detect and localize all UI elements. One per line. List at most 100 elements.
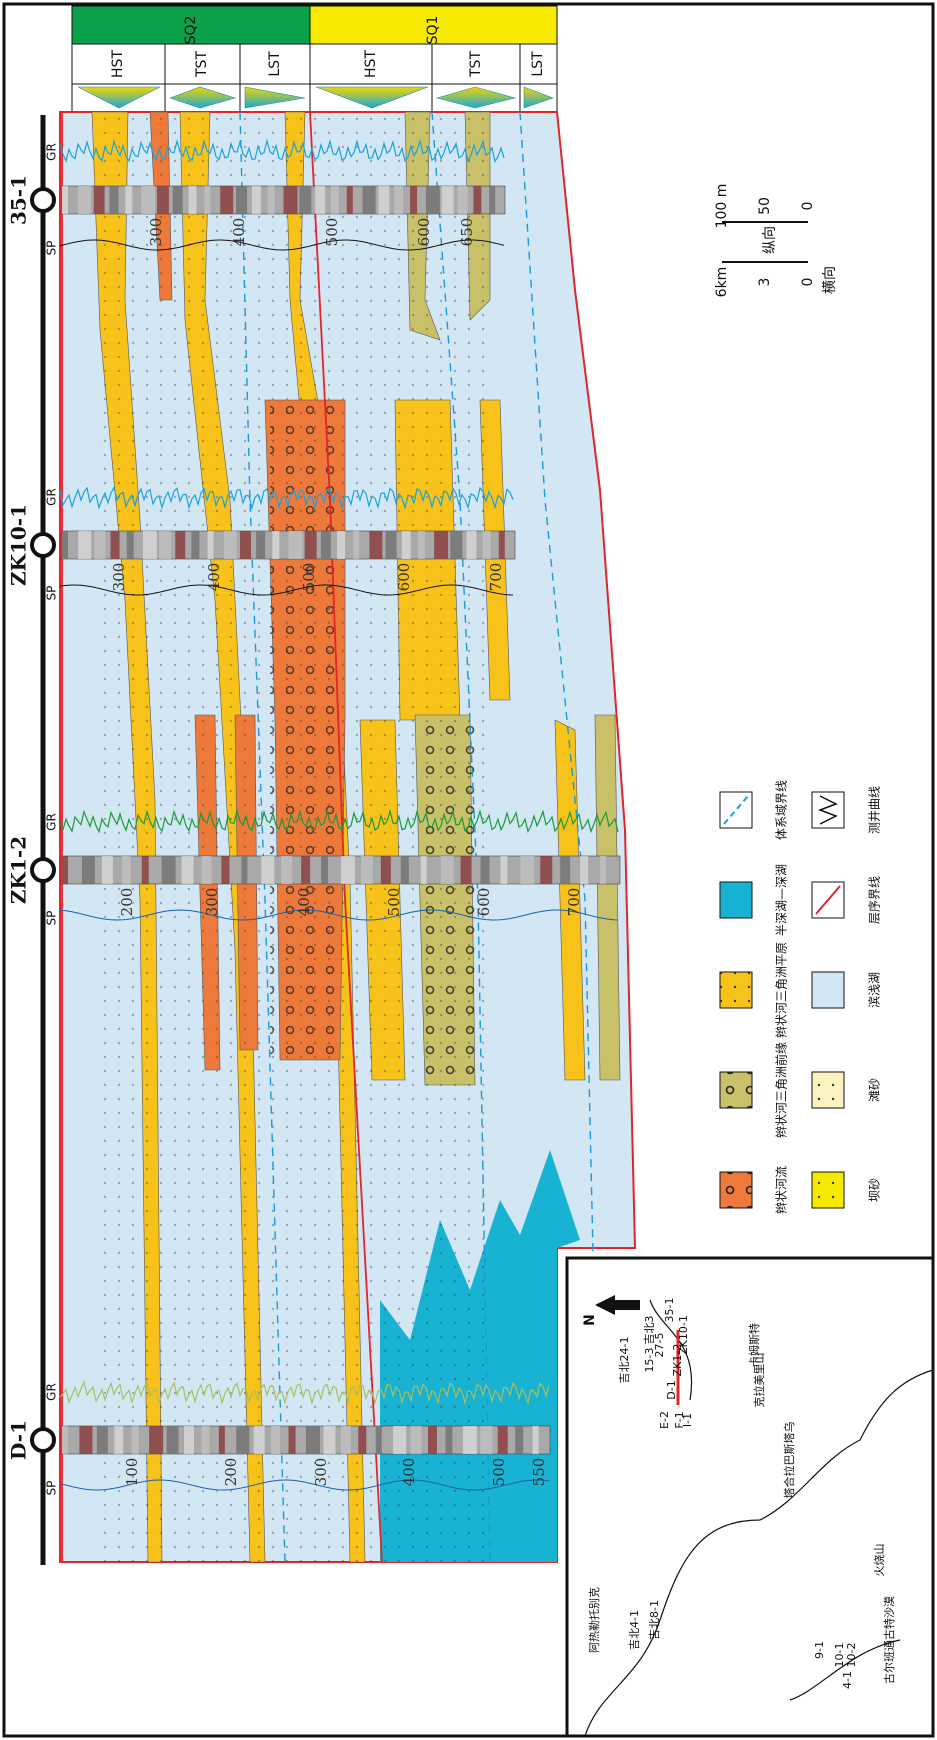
systems-tract-label: TST (194, 51, 210, 78)
lithology-bed (94, 186, 105, 214)
lithology-bed (386, 531, 397, 559)
lithology-bed (361, 856, 373, 884)
lithology-bed (82, 856, 95, 884)
lithology-bed (393, 1426, 406, 1454)
lithology-bed (141, 186, 155, 214)
lithology-bed (240, 531, 251, 559)
curve-label: SP (45, 586, 59, 601)
depth-label: 700 (565, 888, 583, 917)
well-name: D-1 (7, 1420, 31, 1460)
lithology-bed (221, 856, 229, 884)
depth-label: 500 (323, 218, 341, 247)
lithology-bed (418, 531, 425, 559)
lithology-bed (289, 531, 303, 559)
lithology-bed (353, 531, 359, 559)
lithology-bed (376, 1426, 382, 1454)
depth-label: 400 (400, 1458, 418, 1487)
lithology-bed (97, 1426, 108, 1454)
lithology-bed (306, 1426, 320, 1454)
lithology-bed (173, 186, 183, 214)
lithology-bed (157, 186, 169, 214)
lithology-bed (62, 531, 68, 559)
depth-label: 650 (458, 218, 476, 247)
lithology-bed (515, 1426, 523, 1454)
lithology-bed (204, 186, 210, 214)
lithology-bed (341, 1426, 351, 1454)
legend-swatch (812, 972, 844, 1008)
depth-label: 500 (490, 1458, 508, 1487)
legend-label: 坝砂 (868, 1178, 882, 1202)
legend-swatch (812, 792, 844, 828)
lithology-bed (321, 531, 331, 559)
systems-tract-label: HST (110, 50, 126, 78)
lithology-bed (175, 531, 185, 559)
lithology-bed (489, 186, 495, 214)
map-place: 古尔班通古特沙漠 (882, 1596, 896, 1684)
lithology-bed (473, 186, 481, 214)
lithology-bed (201, 1426, 209, 1454)
well-marker (32, 534, 54, 556)
lithology-bed (463, 1426, 477, 1454)
lithology-bed (299, 186, 311, 214)
lithology-bed (289, 1426, 296, 1454)
lithology-bed (109, 186, 118, 214)
lithology-bed (580, 856, 588, 884)
well-marker (32, 1429, 54, 1451)
legend-label: 辫状河流 (775, 1166, 789, 1214)
curve-label: GR (45, 488, 59, 506)
depth-label: 100 (123, 1458, 141, 1487)
map-well: D-1 (665, 1380, 678, 1399)
lithology-bed (600, 856, 606, 884)
legend-label: 滨浅湖 (867, 972, 882, 1008)
map-well: 10-2 (845, 1643, 858, 1668)
lithology-bed (272, 531, 279, 559)
lithology-bed (62, 186, 68, 214)
scale-tick: 50 (757, 197, 773, 215)
map-well: 4-1 (841, 1671, 854, 1689)
scale-label: 纵向 (762, 226, 778, 254)
systems-tract-label: TST (468, 51, 484, 78)
lithology-bed (159, 531, 171, 559)
depth-label: 400 (205, 563, 223, 592)
lithology-bed (498, 1426, 508, 1454)
dot-pattern (92, 112, 492, 1562)
lithology-bed (132, 1426, 139, 1454)
well-name: ZK10-1 (7, 504, 31, 586)
lithology-bed (381, 856, 391, 884)
map-north: N (582, 1314, 598, 1326)
lithology-bed (236, 1426, 249, 1454)
legend-label: 层序界线 (867, 876, 882, 924)
lithology-bed (331, 186, 339, 214)
lithology-bed (480, 1426, 492, 1454)
lithology-bed (162, 856, 176, 884)
depth-label: 600 (395, 563, 413, 592)
lithology-bed (78, 531, 91, 559)
scale-label: 横向 (822, 266, 838, 294)
scale-tick: 0 (800, 278, 816, 287)
map-well: 吉北8-1 (648, 1600, 661, 1640)
lithology-bed (466, 531, 476, 559)
depth-label: 200 (222, 1458, 240, 1487)
lithology-bed (428, 1426, 437, 1454)
depth-label: 200 (118, 888, 136, 917)
curve-label: GR (45, 143, 59, 161)
lithology-bed (305, 531, 317, 559)
scale-tick: 3 (757, 278, 773, 287)
scale-tick: 0 (800, 202, 816, 211)
map-well: 9-1 (813, 1641, 826, 1659)
lithology-bed (202, 856, 212, 884)
legend-pattern (812, 1172, 844, 1208)
lithology-bed (284, 186, 298, 214)
legend-pattern (720, 1072, 752, 1108)
lithology-bed (363, 186, 376, 214)
legend-pattern (720, 972, 752, 1008)
lithology-bed (442, 186, 454, 214)
curve-label: GR (45, 813, 59, 831)
lithology-bed (411, 1426, 422, 1454)
lithology-bed (122, 856, 131, 884)
lithology-bed (540, 856, 552, 884)
lithology-bed (410, 186, 417, 214)
map-well: E-2 (658, 1411, 671, 1429)
legend-label: 体系域界线 (775, 780, 789, 840)
lithology-bed (167, 1426, 179, 1454)
